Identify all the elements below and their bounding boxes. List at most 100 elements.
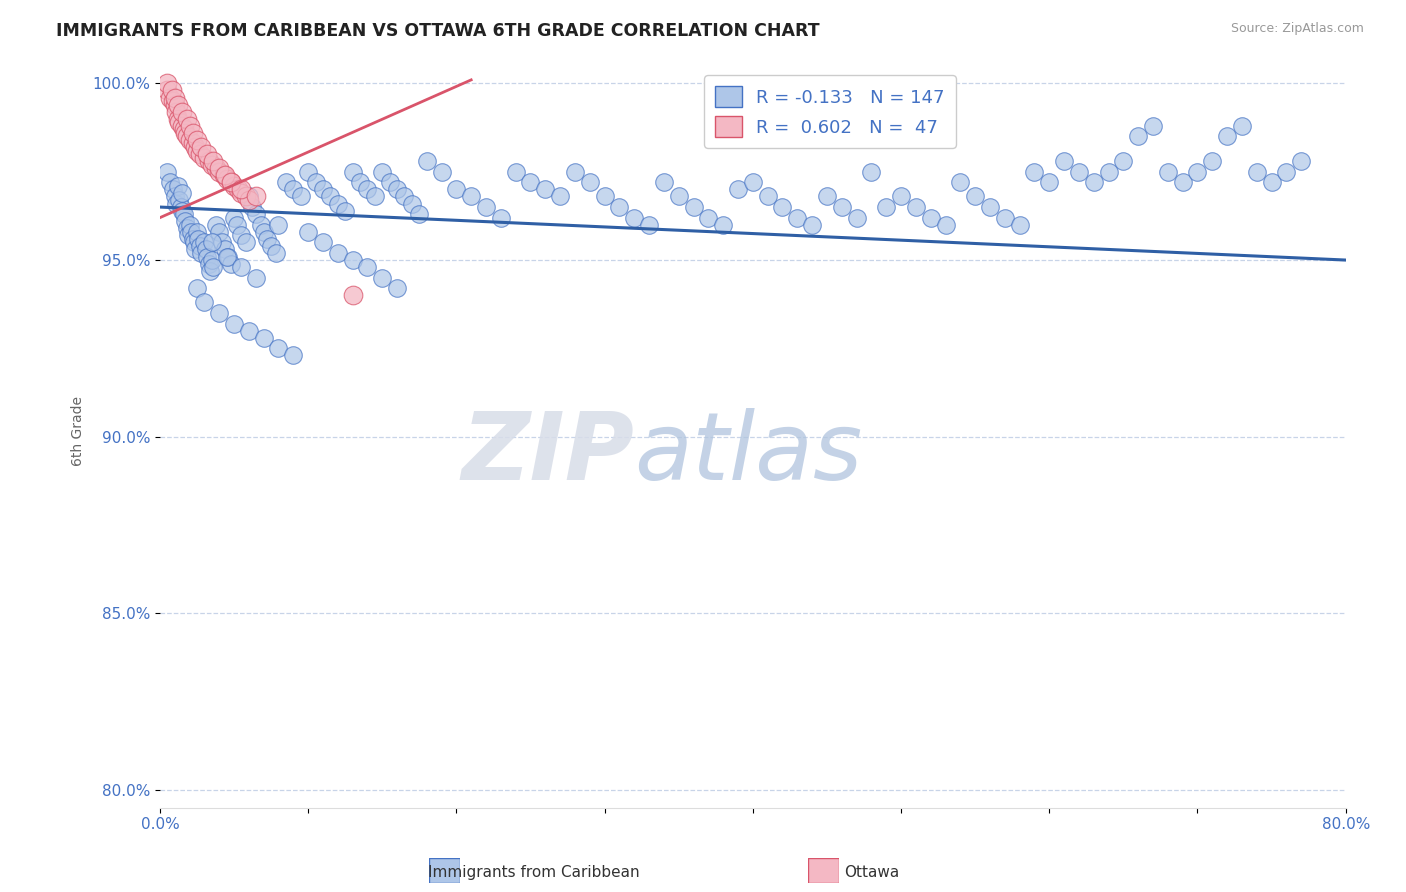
Point <box>156 83 179 97</box>
Point <box>1260 175 1282 189</box>
Point <box>1275 165 1298 179</box>
Point <box>162 182 184 196</box>
Point <box>238 324 260 338</box>
Point <box>176 129 198 144</box>
Point <box>1067 165 1090 179</box>
Point <box>446 182 468 196</box>
Point <box>460 189 482 203</box>
Point <box>166 97 188 112</box>
Point <box>186 144 208 158</box>
Point <box>741 175 763 189</box>
Point <box>188 147 211 161</box>
Point <box>319 189 342 203</box>
Point <box>159 90 181 104</box>
Point <box>172 104 194 119</box>
Point <box>342 253 364 268</box>
Point <box>682 200 704 214</box>
Point <box>193 235 215 250</box>
Point <box>1083 175 1105 189</box>
Point <box>934 218 956 232</box>
Point <box>184 140 207 154</box>
Point <box>267 342 290 356</box>
Point <box>245 189 267 203</box>
Point <box>1142 119 1164 133</box>
Point <box>205 161 228 176</box>
Point <box>190 246 212 260</box>
Point <box>264 246 287 260</box>
Point <box>193 151 215 165</box>
Point <box>364 189 387 203</box>
Point <box>208 161 231 176</box>
Point <box>1187 165 1209 179</box>
Point <box>169 200 191 214</box>
Point <box>534 182 557 196</box>
Point <box>198 154 221 169</box>
Point <box>166 178 188 193</box>
Legend: R = -0.133   N = 147, R =  0.602   N =  47: R = -0.133 N = 147, R = 0.602 N = 47 <box>704 76 956 148</box>
Point <box>1024 165 1046 179</box>
Point <box>222 317 245 331</box>
Point <box>342 288 364 302</box>
Point <box>401 196 423 211</box>
Point <box>163 189 186 203</box>
Point <box>1112 154 1135 169</box>
Point <box>208 165 231 179</box>
Point <box>356 182 378 196</box>
Point <box>756 189 779 203</box>
Point <box>200 263 222 277</box>
Point <box>240 200 263 214</box>
Point <box>238 193 260 207</box>
Point <box>697 211 720 225</box>
Point <box>172 203 194 218</box>
Text: IMMIGRANTS FROM CARIBBEAN VS OTTAWA 6TH GRADE CORRELATION CHART: IMMIGRANTS FROM CARIBBEAN VS OTTAWA 6TH … <box>56 22 820 40</box>
Point <box>831 200 853 214</box>
Point <box>253 331 276 345</box>
Point <box>167 115 190 129</box>
Point <box>179 133 201 147</box>
Point <box>253 225 276 239</box>
Point <box>385 182 408 196</box>
Point <box>198 257 221 271</box>
Point <box>256 232 278 246</box>
Point <box>711 218 734 232</box>
Point <box>231 186 253 200</box>
Point <box>415 154 437 169</box>
Point <box>979 200 1001 214</box>
Point <box>228 182 250 196</box>
Point <box>222 178 245 193</box>
Point <box>505 165 527 179</box>
Point <box>312 235 335 250</box>
Point <box>181 126 204 140</box>
Point <box>349 175 371 189</box>
Point <box>231 228 253 243</box>
Text: Immigrants from Caribbean: Immigrants from Caribbean <box>429 865 640 880</box>
Point <box>235 235 257 250</box>
Point <box>1246 165 1268 179</box>
Point <box>201 235 224 250</box>
Point <box>274 175 297 189</box>
Text: atlas: atlas <box>634 409 862 500</box>
Point <box>786 211 808 225</box>
Point <box>180 225 202 239</box>
Point <box>1038 175 1060 189</box>
Point <box>1291 154 1313 169</box>
Point <box>245 207 267 221</box>
Point <box>394 189 416 203</box>
Point <box>235 189 257 203</box>
Point <box>638 218 661 232</box>
Point <box>326 196 349 211</box>
Point <box>342 165 364 179</box>
Point <box>578 175 600 189</box>
Point <box>172 186 194 200</box>
Point <box>920 211 942 225</box>
Point <box>371 165 394 179</box>
Point <box>231 182 253 196</box>
Point <box>475 200 498 214</box>
Point <box>159 175 181 189</box>
Point <box>202 260 225 274</box>
Point <box>1008 218 1031 232</box>
Point <box>165 196 187 211</box>
Point <box>1230 119 1253 133</box>
Point <box>160 83 183 97</box>
Point <box>249 218 271 232</box>
